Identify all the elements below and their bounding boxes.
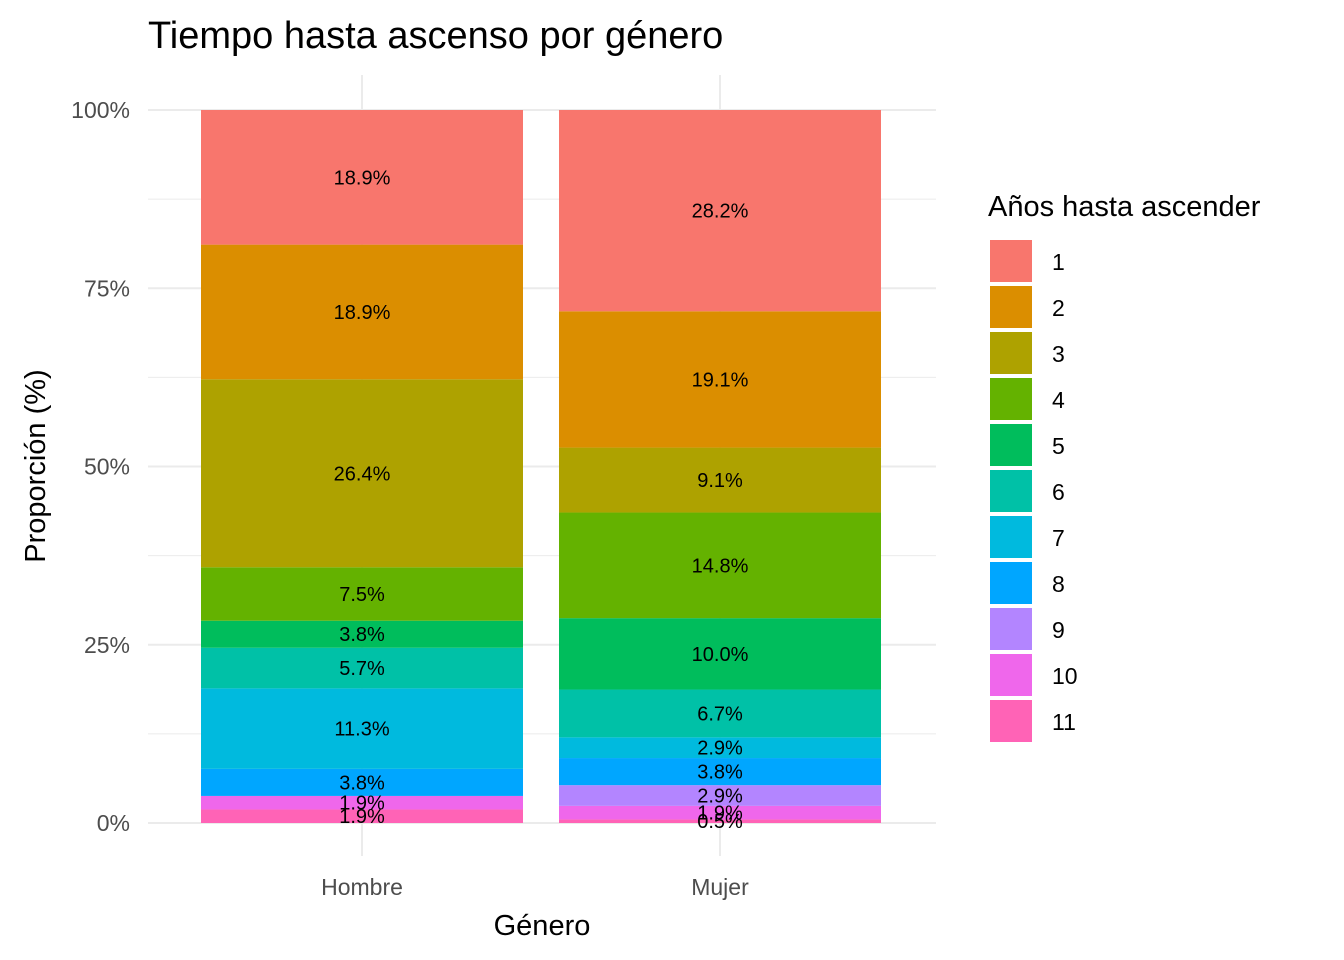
x-axis-title: Género <box>494 910 591 942</box>
segment-label: 0.5% <box>697 811 743 833</box>
legend-label: 11 <box>1052 709 1076 735</box>
bar-segment <box>559 447 881 513</box>
legend-swatch <box>990 378 1032 420</box>
legend-swatch <box>990 516 1032 558</box>
legend-swatch <box>990 608 1032 650</box>
bar-segment <box>201 379 523 568</box>
segment-label: 11.3% <box>334 719 389 741</box>
chart-title: Tiempo hasta ascenso por género <box>148 15 723 57</box>
legend: Años hasta ascender 1 2 3 4 5 6 7 8 9 10 11 <box>988 191 1261 742</box>
segment-label: 2.9% <box>697 786 743 808</box>
legend-swatch <box>990 654 1032 696</box>
y-tick-label: 0% <box>97 810 130 836</box>
bar-segment <box>201 567 523 621</box>
legend-swatch <box>990 286 1032 328</box>
segment-label: 5.7% <box>339 658 385 680</box>
bar-segment <box>559 785 881 806</box>
bar-segment <box>559 819 881 823</box>
y-tick-label: 75% <box>84 275 130 301</box>
segment-label: 1.9% <box>339 806 385 828</box>
bar-segment <box>559 758 881 786</box>
bar-segment <box>201 110 523 245</box>
segment-label: 19.1% <box>692 369 749 391</box>
segment-label: 1.9% <box>697 803 743 825</box>
y-tick-label: 50% <box>84 454 130 480</box>
legend-swatch <box>990 240 1032 282</box>
segment-label: 14.8% <box>692 555 749 577</box>
bar-segment <box>201 809 523 823</box>
legend-label: 9 <box>1052 617 1065 643</box>
bar-segment <box>201 647 523 689</box>
bar-segment <box>201 795 523 810</box>
x-axis-ticks: Hombre Mujer <box>321 874 749 900</box>
legend-label: 1 <box>1052 249 1065 275</box>
legend-label: 8 <box>1052 571 1065 597</box>
segment-label: 2.9% <box>697 738 743 760</box>
bar-segment <box>559 737 881 759</box>
segment-label: 9.1% <box>697 470 743 492</box>
segment-labels: 1.9%1.9%3.8%11.3%5.7%3.8%7.5%26.4%18.9%1… <box>334 167 749 833</box>
bar-segment <box>559 805 881 820</box>
segment-label: 3.8% <box>697 762 743 784</box>
segment-label: 18.9% <box>334 302 391 324</box>
x-tick-label: Mujer <box>691 874 749 900</box>
bar-segment <box>559 110 881 312</box>
legend-label: 4 <box>1052 387 1065 413</box>
legend-label: 3 <box>1052 341 1065 367</box>
bar-segment <box>559 618 881 690</box>
legend-swatch <box>990 700 1032 742</box>
segment-label: 6.7% <box>697 703 743 725</box>
bar-segment <box>201 244 523 380</box>
segment-label: 1.9% <box>339 793 385 815</box>
legend-swatch <box>990 562 1032 604</box>
bars <box>201 110 881 823</box>
segment-label: 26.4% <box>334 463 391 485</box>
segment-label: 3.8% <box>339 772 385 794</box>
segment-label: 10.0% <box>692 644 749 666</box>
y-axis-title: Proporción (%) <box>20 369 52 562</box>
bar-segment <box>559 311 881 448</box>
bar-segment <box>201 768 523 796</box>
x-tick-label: Hombre <box>321 874 403 900</box>
legend-swatch <box>990 470 1032 512</box>
bar-segment <box>201 688 523 769</box>
legend-label: 7 <box>1052 525 1065 551</box>
legend-title: Años hasta ascender <box>988 191 1261 223</box>
bar-segment <box>559 512 881 619</box>
legend-swatch <box>990 332 1032 374</box>
legend-label: 10 <box>1052 663 1078 689</box>
bar-segment <box>201 620 523 648</box>
legend-label: 5 <box>1052 433 1065 459</box>
segment-label: 28.2% <box>692 201 749 223</box>
y-tick-label: 25% <box>84 632 130 658</box>
legend-label: 2 <box>1052 295 1065 321</box>
y-axis-ticks: 0% 25% 50% 75% 100% <box>71 97 130 836</box>
legend-swatch <box>990 424 1032 466</box>
bar-segment <box>559 689 881 738</box>
y-tick-label: 100% <box>71 97 130 123</box>
segment-label: 3.8% <box>339 624 385 646</box>
legend-label: 6 <box>1052 479 1065 505</box>
segment-label: 7.5% <box>339 584 385 606</box>
segment-label: 18.9% <box>334 167 391 189</box>
